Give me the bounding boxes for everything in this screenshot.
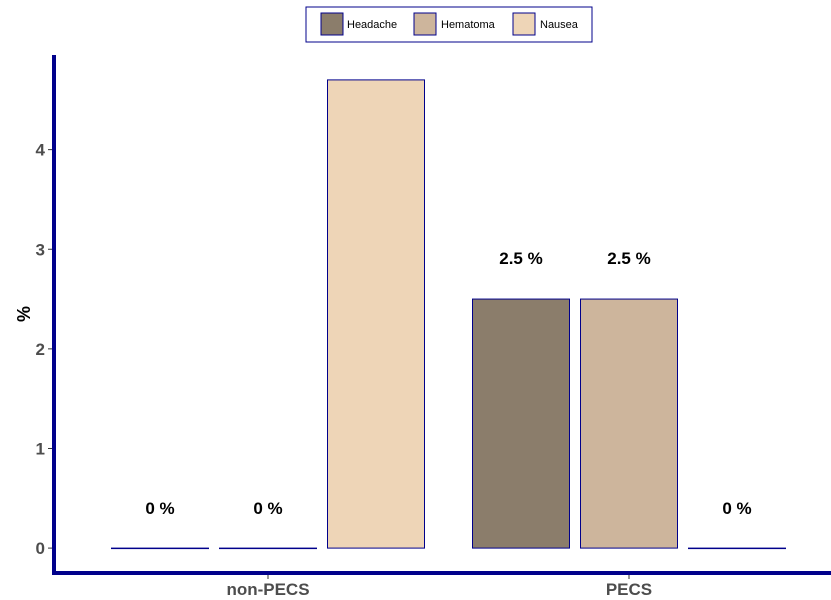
x-tick-label-pecs: PECS	[606, 580, 652, 599]
bars-group	[111, 79, 786, 550]
y-tick-label: 2	[36, 340, 45, 359]
legend-label-hematoma: Hematoma	[441, 19, 496, 31]
axes-group: 0 1 2 3 4 non-PECS PECS	[36, 55, 831, 599]
y-tick-label: 3	[36, 240, 45, 259]
bar-hematoma-non-pecs	[219, 547, 317, 550]
x-tick-label-non-pecs: non-PECS	[226, 580, 309, 599]
legend-key-headache	[320, 12, 344, 36]
data-label-headache-non-pecs: 0 %	[145, 499, 174, 518]
legend-key-hematoma	[413, 12, 437, 36]
legend: Headache Hematoma Nausea	[305, 6, 593, 43]
data-label-hematoma-non-pecs: 0 %	[253, 499, 282, 518]
legend-box	[305, 6, 593, 43]
y-tick-label: 4	[36, 141, 46, 160]
legend-label-headache: Headache	[347, 19, 397, 31]
legend-key-nausea	[512, 12, 536, 36]
bar-hematoma-pecs	[580, 298, 678, 549]
data-label-headache-pecs: 2.5 %	[499, 249, 542, 268]
y-tick-label: 1	[36, 439, 45, 458]
bar-nausea-pecs	[688, 547, 786, 550]
bar-headache-pecs	[472, 298, 570, 549]
data-label-hematoma-pecs: 2.5 %	[607, 249, 650, 268]
data-labels-group: 0 % 0 % 2.5 % 2.5 % 0 %	[145, 249, 751, 518]
y-tick-label: 0	[36, 539, 45, 558]
data-label-nausea-pecs: 0 %	[722, 499, 751, 518]
bar-headache-non-pecs	[111, 547, 209, 550]
y-axis-title: %	[14, 306, 34, 322]
bar-nausea-non-pecs	[327, 79, 425, 549]
legend-label-nausea: Nausea	[540, 19, 579, 31]
